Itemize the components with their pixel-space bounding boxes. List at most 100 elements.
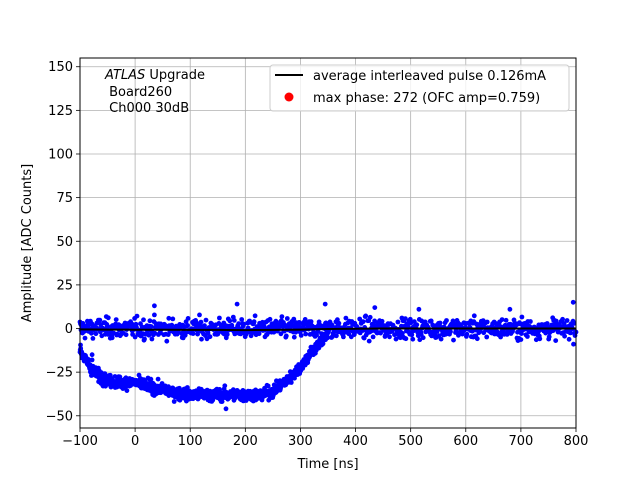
- y-tick-label: −25: [46, 366, 73, 381]
- sample-point: [544, 321, 550, 326]
- sample-point: [169, 322, 175, 328]
- sample-point: [217, 315, 222, 321]
- y-tick-label: −50: [46, 409, 73, 424]
- sample-point: [387, 334, 392, 340]
- sample-point: [378, 330, 383, 336]
- sample-point: [124, 388, 130, 393]
- sample-point: [166, 315, 172, 321]
- sample-point: [236, 321, 242, 326]
- sample-point: [568, 330, 573, 336]
- sample-point: [223, 406, 229, 412]
- sample-point: [185, 323, 191, 328]
- sample-point: [207, 334, 213, 340]
- sample-point: [278, 331, 284, 337]
- x-tick-label: −100: [62, 434, 98, 449]
- sample-point: [484, 334, 490, 340]
- x-tick-label: 0: [131, 434, 139, 449]
- sample-point: [314, 332, 319, 338]
- sample-point: [298, 333, 304, 338]
- sample-point: [451, 337, 456, 343]
- sample-point: [372, 305, 378, 310]
- sample-point: [334, 333, 339, 339]
- sample-point: [507, 306, 513, 312]
- annotation-line-2: Board260: [105, 85, 172, 100]
- sample-point: [260, 319, 265, 325]
- sample-point: [147, 318, 153, 324]
- sample-point: [518, 337, 524, 342]
- sample-point: [251, 319, 257, 325]
- sample-point: [428, 318, 434, 324]
- sample-point: [197, 312, 202, 318]
- sample-point: [360, 319, 366, 325]
- sample-point: [414, 322, 420, 328]
- legend-marker-swatch: [284, 92, 294, 102]
- sample-point: [570, 299, 576, 305]
- sample-point: [234, 301, 240, 307]
- x-tick-label: 600: [453, 434, 478, 449]
- sample-point: [322, 301, 328, 307]
- sample-point: [437, 320, 443, 326]
- sample-point: [90, 336, 96, 341]
- y-tick-label: 50: [56, 235, 73, 250]
- sample-point: [329, 322, 335, 328]
- sample-point: [528, 319, 533, 324]
- sample-point: [484, 319, 490, 325]
- sample-point: [283, 333, 289, 339]
- annotation-italic: ATLAS: [104, 68, 145, 83]
- sample-point: [279, 314, 285, 319]
- sample-point: [185, 316, 191, 321]
- sample-point: [566, 336, 572, 342]
- sample-point: [399, 323, 404, 329]
- sample-point: [231, 318, 237, 323]
- sample-point: [416, 306, 422, 312]
- sample-point: [537, 336, 543, 342]
- sample-point: [265, 383, 271, 389]
- sample-point: [141, 317, 146, 323]
- sample-point: [198, 319, 204, 325]
- sample-point: [252, 313, 258, 319]
- legend-box: [269, 64, 570, 112]
- sample-point: [403, 336, 409, 342]
- sample-point: [273, 318, 279, 324]
- sample-point: [366, 338, 372, 344]
- y-tick-label: 150: [48, 60, 73, 75]
- legend-entry-max-phase: max phase: 272 (OFC amp=0.759): [313, 91, 540, 106]
- sample-point: [315, 329, 321, 334]
- sample-point: [109, 335, 115, 341]
- x-tick-label: 400: [343, 434, 368, 449]
- sample-point: [564, 318, 570, 323]
- y-axis-label: Amplitude [ADC Counts]: [20, 164, 35, 322]
- y-tick-label: 75: [56, 191, 73, 206]
- sample-point: [503, 317, 509, 323]
- sample-point: [86, 357, 91, 362]
- sample-point: [511, 317, 517, 323]
- sample-point: [104, 324, 110, 330]
- sample-point: [132, 334, 138, 340]
- sample-point: [134, 313, 140, 319]
- sample-point: [302, 317, 308, 322]
- sample-point: [562, 333, 567, 339]
- sample-point: [155, 376, 161, 382]
- sample-point: [241, 321, 247, 327]
- sample-point: [288, 380, 294, 385]
- sample-point: [553, 338, 559, 343]
- sample-point: [222, 383, 228, 389]
- sample-point: [199, 336, 204, 342]
- sample-point: [227, 318, 233, 324]
- sample-point: [308, 319, 314, 324]
- axis-ticks: −100 0 100 200 300 400 500 600 700 80015012510075…: [46, 60, 589, 449]
- plot-frame: [79, 57, 577, 429]
- sample-point: [89, 352, 95, 358]
- sample-point: [105, 315, 111, 321]
- average-pulse-line: [79, 327, 576, 332]
- sample-point: [400, 330, 405, 336]
- sample-point: [409, 332, 415, 338]
- sample-point: [113, 317, 119, 322]
- sample-point: [335, 317, 340, 323]
- sample-point: [525, 334, 530, 339]
- sample-point: [203, 317, 209, 323]
- sample-point: [498, 334, 503, 340]
- annotation-line-3: Ch000 30dB: [105, 101, 189, 116]
- sample-point: [336, 320, 342, 326]
